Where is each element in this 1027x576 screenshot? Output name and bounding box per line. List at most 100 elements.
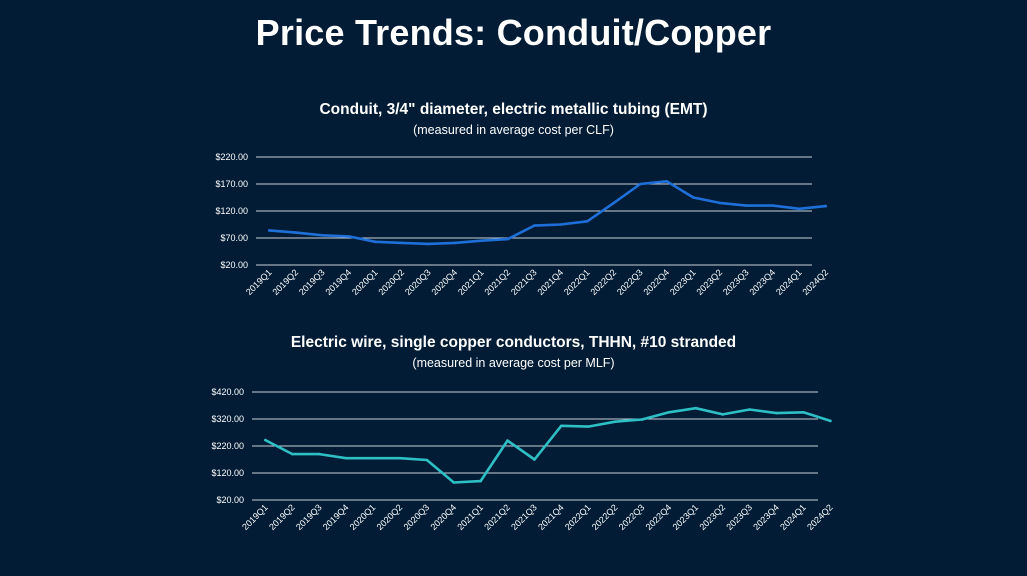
x-tick-label: 2019Q2	[270, 267, 300, 297]
x-tick-label: 2021Q2	[482, 267, 512, 297]
data-point	[264, 438, 267, 442]
conduit-price-chart: $20.00$70.00$120.00$170.00$220.002019Q12…	[215, 152, 830, 297]
x-tick-label: 2023Q1	[668, 267, 698, 297]
data-point	[344, 456, 348, 460]
data-point	[640, 418, 644, 421]
x-tick-label: 2022Q2	[588, 267, 618, 297]
x-tick-label: 2019Q4	[321, 502, 351, 532]
data-point	[506, 439, 509, 442]
x-tick-label: 2020Q3	[403, 267, 433, 297]
x-tick-label: 2020Q4	[428, 502, 458, 532]
data-point	[398, 456, 402, 460]
y-tick-label: $220.00	[215, 152, 248, 162]
data-point	[771, 204, 775, 207]
x-tick-label: 2022Q3	[617, 502, 647, 532]
data-point	[426, 242, 430, 246]
x-tick-label: 2020Q1	[348, 502, 378, 532]
x-tick-label: 2021Q2	[482, 502, 512, 532]
x-tick-label: 2023Q4	[751, 502, 781, 532]
data-point	[721, 413, 725, 416]
conduit-chart-subtitle: (measured in average cost per CLF)	[413, 123, 614, 137]
x-tick-label: 2020Q1	[350, 267, 380, 297]
data-point	[613, 420, 617, 423]
x-tick-label: 2023Q2	[697, 502, 727, 532]
x-tick-label: 2023Q1	[671, 502, 701, 532]
y-tick-label: $420.00	[211, 387, 244, 397]
x-tick-label: 2023Q3	[724, 502, 754, 532]
x-tick-label: 2024Q1	[774, 267, 804, 297]
x-tick-label: 2019Q1	[244, 267, 274, 297]
slide-title: Price Trends: Conduit/Copper	[255, 12, 772, 53]
x-tick-label: 2019Q4	[323, 267, 353, 297]
y-tick-label: $20.00	[220, 260, 248, 270]
x-tick-label: 2021Q1	[455, 502, 485, 532]
x-tick-label: 2022Q4	[644, 502, 674, 532]
data-point	[452, 481, 456, 484]
x-tick-label: 2024Q2	[800, 267, 830, 297]
data-point	[453, 241, 457, 245]
data-point	[775, 411, 778, 415]
data-point	[559, 223, 563, 226]
x-tick-label: 2019Q2	[267, 502, 297, 532]
data-point	[802, 410, 805, 414]
x-tick-label: 2020Q2	[376, 267, 406, 297]
data-point	[506, 237, 510, 241]
x-tick-label: 2022Q2	[590, 502, 620, 532]
data-point	[694, 406, 698, 410]
x-tick-label: 2023Q2	[694, 267, 724, 297]
data-point	[532, 224, 536, 227]
data-point	[347, 235, 351, 238]
x-tick-label: 2024Q1	[778, 502, 808, 532]
y-tick-label: $120.00	[215, 206, 248, 216]
data-point	[479, 479, 482, 483]
series-line	[264, 406, 832, 484]
x-tick-label: 2019Q1	[240, 502, 270, 532]
copper-wire-price-chart: $20.00 $120.00 $220.00 $320.00 $420.00 2019Q1…	[211, 387, 835, 532]
x-tick-label: 2020Q2	[375, 502, 405, 532]
data-point	[612, 201, 616, 205]
data-point	[267, 229, 271, 232]
data-point	[294, 231, 298, 234]
data-point	[320, 234, 324, 237]
data-point	[691, 196, 695, 199]
copper-chart-title: Electric wire, single copper conductors,…	[290, 334, 737, 351]
y-tick-label: $20.00	[216, 495, 244, 505]
data-point	[586, 425, 590, 428]
data-point	[797, 207, 801, 211]
data-point	[479, 239, 483, 242]
data-point	[373, 240, 377, 244]
data-point	[744, 204, 748, 207]
data-point	[560, 424, 563, 428]
x-tick-label: 2021Q3	[509, 267, 539, 297]
data-point	[317, 452, 321, 456]
series-line	[267, 179, 828, 246]
x-tick-label: 2023Q4	[747, 267, 777, 297]
x-tick-label: 2021Q4	[536, 502, 566, 532]
data-point	[533, 458, 536, 461]
x-tick-label: 2021Q3	[509, 502, 539, 532]
x-tick-label: 2021Q4	[535, 267, 565, 297]
x-tick-label: 2022Q3	[615, 267, 645, 297]
x-tick-label: 2022Q1	[563, 502, 593, 532]
x-tick-label: 2024Q2	[805, 502, 835, 532]
data-point	[638, 182, 642, 186]
data-point	[665, 180, 669, 183]
y-tick-label: $120.00	[211, 468, 244, 478]
x-tick-label: 2022Q4	[641, 267, 671, 297]
data-point	[718, 201, 722, 205]
x-tick-label: 2023Q3	[721, 267, 751, 297]
y-tick-label: $320.00	[211, 414, 244, 424]
y-tick-label: $220.00	[211, 441, 244, 451]
data-point	[585, 219, 589, 223]
x-tick-label: 2020Q4	[429, 267, 459, 297]
y-tick-label: $70.00	[220, 233, 248, 243]
x-tick-label: 2021Q1	[456, 267, 486, 297]
conduit-chart-title: Conduit, 3/4" diameter, electric metalli…	[319, 101, 708, 118]
x-tick-label: 2019Q3	[294, 502, 324, 532]
data-point	[425, 458, 429, 462]
copper-chart-subtitle: (measured in average cost per MLF)	[412, 356, 615, 370]
data-point	[824, 204, 828, 208]
data-point	[371, 456, 375, 460]
data-point	[748, 408, 751, 411]
